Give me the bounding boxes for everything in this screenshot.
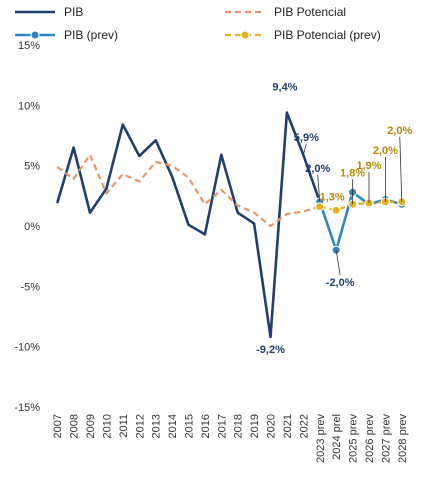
label-leader-line	[399, 136, 403, 202]
x-tick-label: 2020	[266, 414, 278, 438]
y-tick-label: -15%	[14, 402, 40, 414]
y-tick-label: -10%	[14, 342, 40, 354]
x-tick-label: 2010	[101, 414, 113, 438]
x-tick-label: 2011	[118, 414, 130, 438]
series-lines	[55, 111, 407, 339]
legend-item-pib-potencial-prev: PIB Potencial (prev)	[225, 28, 381, 42]
legend-item-pib: PIB	[15, 5, 83, 19]
x-tick-label: 2013	[151, 414, 163, 438]
x-tick-label: 2017	[216, 414, 228, 438]
x-tick-label: 2022	[298, 414, 310, 438]
data-label: 1,8%	[340, 167, 365, 179]
data-label: 9,4%	[272, 82, 297, 94]
data-label: 2,0%	[373, 145, 398, 157]
x-tick-label: 2026 prev	[364, 414, 376, 463]
label-leader-line	[317, 174, 321, 202]
x-tick-label: 2012	[134, 414, 146, 438]
x-tick-label: 2021	[282, 414, 294, 438]
data-label: -9,2%	[256, 344, 285, 356]
legend-label: PIB (prev)	[64, 28, 118, 42]
x-axis: 2007 2008 2009 2010 2011 2012 2013 2014 2015 2016…	[52, 414, 409, 463]
y-axis: 15% 10% 5% 0% -5% -10% -15%	[14, 40, 40, 414]
x-tick-label: 2024 prel	[331, 414, 343, 460]
y-tick-label: 0%	[24, 221, 40, 233]
legend-item-pib-potencial: PIB Potencial	[225, 5, 346, 19]
x-tick-label: 2025 prev	[348, 414, 360, 463]
x-tick-label: 2018	[233, 414, 245, 438]
legend-label: PIB	[64, 5, 83, 19]
data-label: 2,0%	[387, 125, 412, 137]
series-line-pib	[55, 111, 322, 339]
legend-marker	[240, 30, 250, 40]
legend-label: PIB Potencial (prev)	[274, 28, 381, 42]
x-tick-label: 2023 prev	[315, 414, 327, 463]
data-label: 1,9%	[356, 160, 381, 172]
data-labels: 9,4% 5,9% 2,0% -9,2% -2,0% 1,3% 1,8%1,9% 2,0% 2,…	[256, 82, 412, 356]
y-tick-label: -5%	[20, 281, 40, 293]
x-tick-label: 2008	[69, 414, 81, 438]
legend-label: PIB Potencial	[274, 5, 346, 19]
x-tick-label: 2016	[200, 414, 212, 438]
legend-item-pib-prev: PIB (prev)	[15, 28, 118, 42]
x-tick-label: 2007	[52, 414, 64, 438]
label-leader-line	[335, 250, 341, 276]
legend-marker	[30, 30, 40, 40]
data-label: 1,3%	[320, 191, 345, 203]
point-pib-potencial-prev	[331, 205, 341, 215]
x-tick-label: 2014	[167, 414, 179, 438]
y-tick-label: 15%	[18, 40, 40, 52]
point-pib-potencial-prev	[315, 202, 325, 212]
x-tick-label: 2028 prev	[397, 414, 409, 463]
x-tick-label: 2015	[183, 414, 195, 438]
label-leader-line	[302, 143, 307, 155]
data-label: 2,0%	[305, 163, 330, 175]
x-tick-label: 2027 prev	[380, 414, 392, 463]
x-tick-label: 2019	[249, 414, 261, 438]
data-label: -2,0%	[326, 277, 355, 289]
data-label: 5,9%	[294, 132, 319, 144]
chart-legend: PIB PIB Potencial PIB (prev) PIB Potencial …	[15, 5, 381, 42]
y-tick-label: 10%	[18, 100, 40, 112]
x-tick-label: 2009	[85, 414, 97, 438]
y-tick-label: 5%	[24, 161, 40, 173]
